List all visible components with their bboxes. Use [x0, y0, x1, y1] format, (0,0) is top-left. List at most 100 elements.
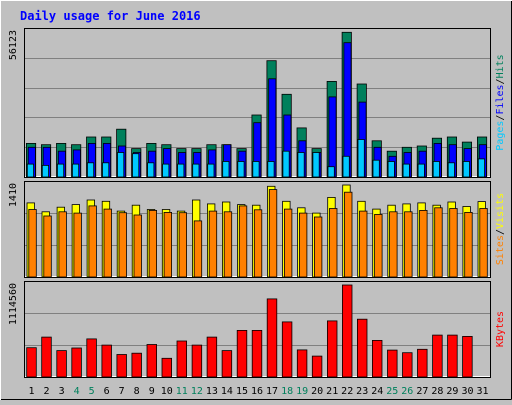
bar-kbytes-day-2 [41, 336, 52, 378]
day-label-12: 12 [191, 386, 203, 397]
day-label-15: 15 [236, 386, 248, 397]
bar-kbytes-day-17 [266, 298, 278, 378]
bar-pages-day-9 [147, 162, 155, 178]
day-label-4: 4 [74, 386, 80, 397]
bar-sites-day-9 [148, 209, 158, 278]
day-label-22: 22 [341, 386, 353, 397]
bar-kbytes-day-28 [432, 334, 443, 378]
day-label-24: 24 [371, 386, 383, 397]
bar-sites-day-22 [344, 191, 353, 278]
bar-kbytes-day-29 [447, 334, 458, 378]
bar-sites-day-31 [479, 208, 488, 278]
bar-kbytes-day-12 [191, 344, 203, 378]
bar-pages-day-28 [432, 161, 440, 178]
legend-visits-sites-part-1: / [495, 229, 506, 235]
bar-sites-day-6 [103, 208, 112, 278]
day-label-16: 16 [251, 386, 263, 397]
bar-pages-day-11 [177, 163, 185, 178]
day-label-28: 28 [431, 386, 443, 397]
bar-pages-day-12 [192, 163, 200, 178]
day-label-3: 3 [59, 386, 65, 397]
bar-kbytes-day-18 [281, 321, 293, 378]
legend-visits-sites: Sites/Visits [495, 193, 506, 265]
bar-kbytes-day-5 [86, 338, 97, 378]
bar-pages-day-23 [357, 139, 365, 178]
bar-sites-day-21 [329, 208, 338, 278]
bar-sites-day-24 [374, 213, 383, 278]
bar-files-day-21 [328, 96, 337, 178]
bar-kbytes-day-22 [341, 284, 353, 378]
bar-kbytes-day-6 [101, 344, 112, 378]
legend-hits-files-pages: Pages/Files/Hits [495, 54, 506, 150]
legend-hits-files-pages-part-3: / [495, 78, 506, 84]
bar-pages-day-1 [26, 163, 34, 178]
bar-kbytes-day-27 [417, 348, 428, 378]
bar-sites-day-13 [208, 210, 218, 278]
bar-pages-day-2 [41, 164, 49, 178]
bar-pages-day-16 [252, 161, 260, 178]
bar-sites-day-25 [389, 211, 398, 278]
bar-pages-day-10 [162, 163, 170, 178]
bar-kbytes-day-4 [71, 347, 82, 378]
hits-files-pages-panel: 56123 [8, 28, 491, 178]
bar-kbytes-day-9 [146, 344, 158, 378]
bar-sites-day-10 [163, 211, 173, 278]
bar-kbytes-day-25 [387, 349, 398, 378]
bar-sites-day-4 [73, 212, 82, 278]
bar-sites-day-17 [268, 189, 278, 278]
bar-kbytes-day-15 [236, 329, 248, 378]
day-label-10: 10 [161, 386, 173, 397]
bar-sites-day-12 [193, 220, 203, 278]
bar-pages-day-18 [282, 150, 290, 178]
day-label-31: 31 [476, 386, 488, 397]
bar-pages-day-14 [222, 161, 230, 178]
bar-sites-day-11 [178, 212, 188, 278]
bar-pages-day-20 [312, 152, 320, 178]
bar-sites-day-19 [298, 212, 308, 278]
day-label-7: 7 [119, 386, 125, 397]
panel-2-max-label: 1410 [8, 183, 19, 207]
bar-sites-day-28 [434, 207, 443, 278]
legend-hits-files-pages-part-0: Pages [495, 121, 506, 151]
bar-kbytes-day-19 [296, 349, 308, 378]
day-label-14: 14 [221, 386, 233, 397]
visits-sites-panel: 1410 [8, 181, 491, 278]
day-label-25: 25 [386, 386, 398, 397]
bar-sites-day-5 [88, 205, 97, 278]
day-label-11: 11 [176, 386, 188, 397]
bar-kbytes-day-14 [221, 350, 233, 378]
day-label-9: 9 [149, 386, 155, 397]
bar-pages-day-4 [72, 163, 80, 178]
bar-kbytes-day-7 [116, 354, 127, 378]
bar-kbytes-day-21 [326, 320, 338, 378]
bar-pages-day-24 [372, 159, 380, 178]
bar-pages-day-21 [327, 166, 335, 178]
day-label-23: 23 [356, 386, 368, 397]
legend-kbytes-part-0: KBytes [495, 311, 506, 347]
bar-kbytes-day-24 [371, 339, 383, 378]
bar-sites-day-18 [283, 208, 293, 278]
bar-kbytes-day-8 [131, 352, 142, 378]
panel-1-frame [24, 28, 491, 178]
bar-pages-day-29 [447, 162, 455, 178]
bar-sites-day-2 [43, 215, 52, 278]
bar-sites-day-7 [118, 212, 127, 278]
bar-sites-day-29 [449, 208, 458, 278]
bar-kbytes-day-11 [176, 340, 188, 378]
kbytes-panel: 1114560 [8, 281, 491, 378]
bar-sites-day-23 [359, 210, 368, 278]
day-label-29: 29 [446, 386, 458, 397]
panel-1-max-label: 56123 [8, 30, 19, 60]
bar-pages-day-17 [267, 161, 275, 178]
bar-sites-day-30 [464, 211, 473, 278]
day-label-26: 26 [401, 386, 413, 397]
day-label-30: 30 [461, 386, 473, 397]
bar-pages-day-3 [57, 163, 65, 178]
bar-pages-day-25 [387, 161, 395, 178]
legend-hits-files-pages-part-2: Files [495, 84, 506, 114]
panel-3-frame [24, 281, 491, 378]
bar-kbytes-day-30 [462, 335, 473, 378]
bar-pages-day-8 [132, 153, 140, 178]
bar-pages-day-27 [417, 163, 425, 178]
